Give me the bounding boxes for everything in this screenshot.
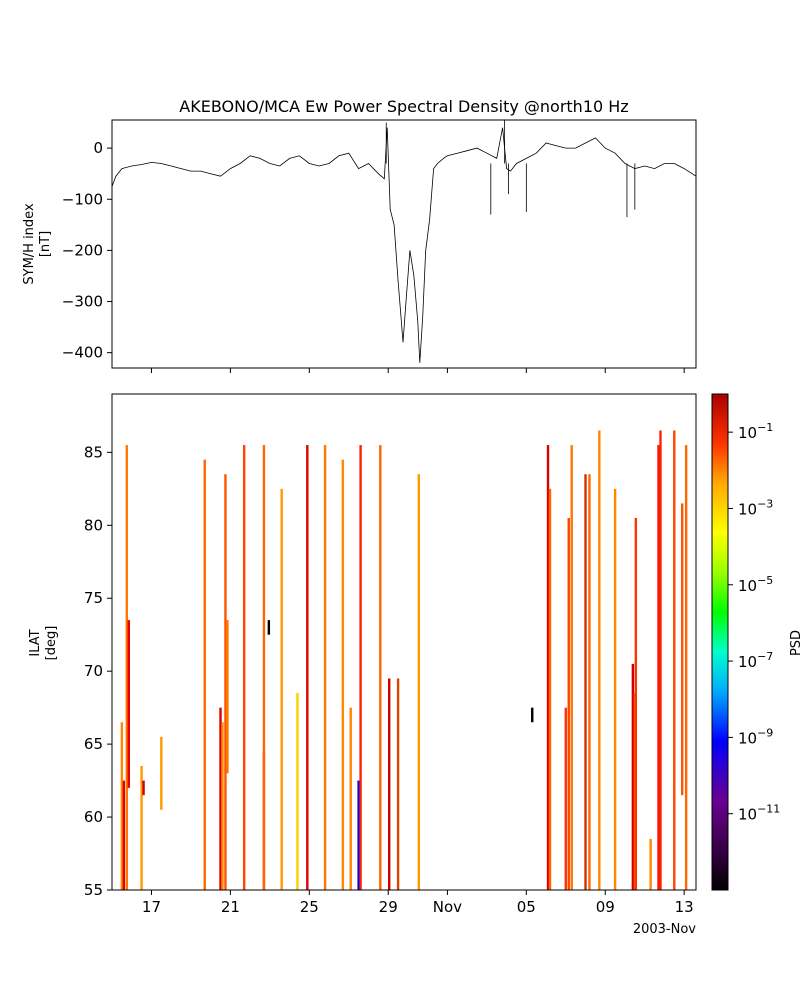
psd-strip bbox=[306, 445, 309, 890]
bottom-xtick-label: Nov bbox=[433, 898, 462, 916]
psd-strip bbox=[203, 459, 206, 890]
psd-strip bbox=[323, 445, 327, 890]
psd-strip bbox=[588, 474, 591, 890]
psd-strip bbox=[142, 780, 145, 796]
colorbar bbox=[711, 393, 729, 891]
psd-strip bbox=[224, 474, 227, 890]
top-plot-frame bbox=[111, 119, 697, 369]
psd-strip bbox=[548, 488, 552, 890]
symh-series-line bbox=[111, 127, 697, 363]
psd-strip bbox=[531, 707, 534, 723]
psd-strip bbox=[349, 707, 352, 890]
psd-strip bbox=[341, 459, 345, 890]
psd-strip bbox=[359, 445, 362, 890]
colorbar-tick-label: 10−1 bbox=[738, 421, 773, 442]
psd-strip bbox=[127, 620, 130, 788]
bottom-ytick-label: 80 bbox=[84, 516, 103, 534]
psd-strip bbox=[388, 678, 391, 890]
psd-strip bbox=[649, 838, 652, 890]
colorbar-tick-label: 10−7 bbox=[738, 650, 773, 671]
psd-strip bbox=[680, 503, 684, 796]
colorbar-tick-label: 10−9 bbox=[738, 726, 773, 747]
colorbar-ticks: 10−1 10−3 10−5 10−7 10−9 10−11 bbox=[728, 421, 780, 824]
psd-strip bbox=[296, 693, 299, 890]
psd-strip bbox=[160, 736, 163, 810]
psd-strip bbox=[613, 488, 617, 890]
psd-strip bbox=[673, 430, 676, 890]
psd-strip bbox=[262, 445, 266, 890]
psd-strip bbox=[122, 780, 126, 890]
psd-strip bbox=[546, 445, 550, 890]
psd-strip bbox=[226, 620, 229, 774]
bottom-xtick-label: 25 bbox=[300, 898, 319, 916]
colorbar-tick-label: 10−3 bbox=[738, 497, 773, 518]
top-ytick-label: −100 bbox=[62, 190, 103, 208]
bottom-xtick-label: 21 bbox=[221, 898, 240, 916]
top-ytick-label: −300 bbox=[62, 293, 103, 311]
psd-strip bbox=[357, 780, 360, 890]
colorbar-tick-label: 10−5 bbox=[738, 574, 773, 595]
psd-strip bbox=[219, 707, 222, 890]
bottom-ylabel-line2: [deg] bbox=[44, 626, 59, 661]
top-ytick-label: −200 bbox=[62, 241, 103, 259]
bottom-ytick-label: 70 bbox=[84, 662, 103, 680]
psd-strip bbox=[570, 445, 573, 890]
symh-line-plot bbox=[111, 120, 697, 363]
psd-strip bbox=[564, 707, 567, 890]
chart-title: AKEBONO/MCA Ew Power Spectral Density @n… bbox=[179, 97, 628, 116]
bottom-ytick-label: 65 bbox=[84, 735, 103, 753]
top-ytick-label: 0 bbox=[93, 139, 103, 157]
psd-strip bbox=[267, 620, 271, 635]
colorbar-label: PSD bbox=[789, 630, 800, 656]
psd-strip bbox=[598, 430, 601, 890]
psd-strip bbox=[659, 430, 662, 890]
bottom-axis-ticks: 55 60 65 70 75 80 85 17 21 25 29 Nov 05 09 13 bbox=[84, 443, 694, 916]
psd-strip bbox=[567, 518, 570, 890]
psd-strip bbox=[242, 445, 246, 890]
psd-strip bbox=[584, 474, 587, 890]
bottom-ytick-label: 55 bbox=[84, 881, 103, 899]
psd-strip bbox=[280, 488, 283, 890]
top-ytick-label: −400 bbox=[62, 344, 103, 362]
top-axis-ticks: 0 −100 −200 −300 −400 bbox=[62, 139, 685, 373]
psd-strip bbox=[120, 722, 124, 890]
colorbar-tick-label: 10−11 bbox=[738, 803, 780, 824]
ilat-heatmap bbox=[120, 430, 688, 890]
bottom-xtick-label: 13 bbox=[675, 898, 694, 916]
x-axis-date-note: 2003-Nov bbox=[633, 922, 696, 937]
psd-strip bbox=[396, 678, 400, 890]
bottom-xtick-label: 29 bbox=[379, 898, 398, 916]
psd-strip bbox=[657, 445, 660, 890]
bottom-ylabel-line1: ILAT bbox=[28, 629, 43, 656]
psd-strip bbox=[379, 445, 382, 890]
bottom-ytick-label: 85 bbox=[84, 443, 103, 461]
top-ylabel-line1: SYM/H index bbox=[22, 203, 37, 285]
bottom-xtick-label: 05 bbox=[517, 898, 536, 916]
psd-strip bbox=[140, 766, 143, 890]
psd-strip bbox=[631, 663, 635, 890]
psd-strip bbox=[417, 474, 420, 890]
psd-strip bbox=[125, 445, 128, 890]
top-ylabel-line2: [nT] bbox=[38, 231, 53, 257]
bottom-ytick-label: 60 bbox=[84, 808, 103, 826]
bottom-xtick-label: 09 bbox=[596, 898, 615, 916]
psd-strip bbox=[221, 722, 224, 890]
psd-strip bbox=[684, 445, 688, 890]
bottom-ytick-label: 75 bbox=[84, 589, 103, 607]
bottom-plot-frame bbox=[111, 393, 697, 891]
bottom-xtick-label: 17 bbox=[142, 898, 161, 916]
psd-strip bbox=[634, 518, 638, 890]
